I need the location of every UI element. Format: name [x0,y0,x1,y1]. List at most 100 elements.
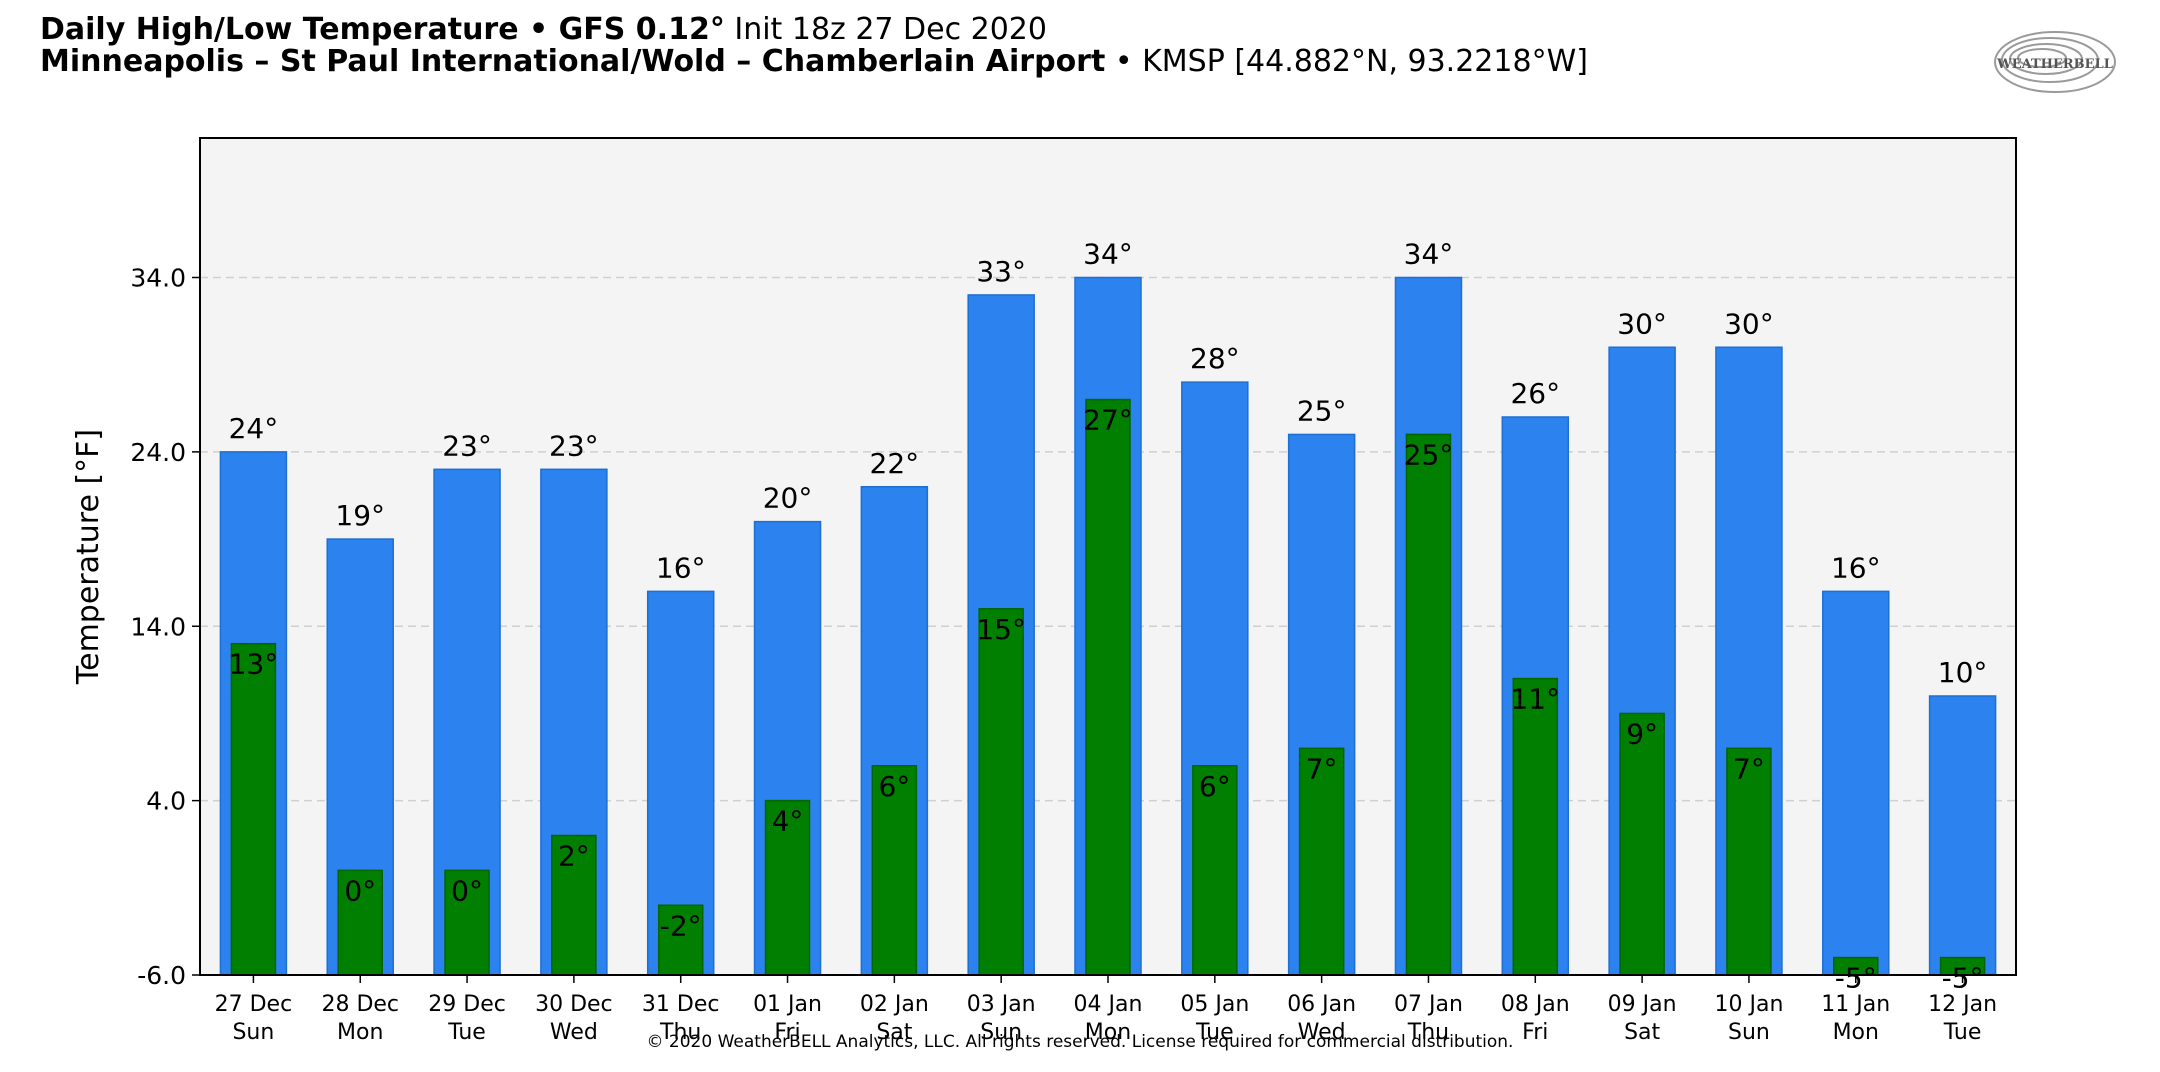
high-value-label: 23° [442,429,492,462]
low-value-label: 27° [1083,404,1133,437]
weatherbell-logo: WEATHERBELL [1994,31,2116,93]
low-bar [657,904,704,976]
low-value-label: 7° [1733,752,1765,785]
init-time: Init 18z 27 Dec 2020 [724,12,1047,47]
low-value-label: 0° [344,874,376,907]
x-tick-label-day: Sun [232,1020,274,1045]
chart-title: Daily High/Low Temperature • GFS 0.12° [40,12,725,47]
x-tick-label-date: 06 Jan [1287,992,1356,1017]
x-tick-label-date: 10 Jan [1714,992,1783,1017]
x-tick-label-date: 07 Jan [1394,992,1463,1017]
y-tick-label: 4.0 [146,787,186,816]
high-value-label: 22° [870,447,920,480]
x-tick-label-day: Mon [1085,1020,1131,1045]
x-tick-label-day: Sun [980,1020,1022,1045]
high-value-label: 20° [763,482,813,515]
high-value-label: 34° [1404,238,1454,271]
x-tick-label-date: 01 Jan [753,992,822,1017]
station-coords: • KMSP [44.882°N, 93.2218°W] [1105,44,1588,79]
x-tick-label-date: 08 Jan [1501,992,1570,1017]
low-bar [1512,677,1559,976]
x-tick-label-date: 05 Jan [1180,992,1249,1017]
x-tick-label-date: 28 Dec [321,992,399,1017]
low-bar [1405,433,1452,976]
low-bar [444,869,490,976]
low-value-label: 7° [1306,752,1338,785]
low-value-label: 13° [229,648,279,681]
plot-frame [199,137,2017,976]
x-tick-label-day: Fri [1522,1020,1548,1045]
x-tick-label-day: Tue [1943,1020,1982,1045]
high-value-label: 30° [1617,307,1667,340]
high-bar [1822,590,1890,976]
high-value-label: 23° [549,429,599,462]
logo-text: WEATHERBELL [1996,57,2113,72]
low-bar [1085,398,1131,976]
low-bar [1298,747,1345,976]
x-tick-label-date: 11 Jan [1821,992,1890,1017]
copyright-notice: © 2020 WeatherBELL Analytics, LLC. All r… [646,1032,1514,1052]
y-tick-label: -6.0 [137,961,186,990]
x-tick-label-day: Thu [659,1020,701,1045]
x-tick-label-date: 02 Jan [860,992,929,1017]
low-bar [978,608,1024,976]
low-bar [1726,747,1772,976]
x-tick-label-day: Sat [1624,1020,1660,1045]
low-bar [871,765,918,976]
low-bar [1192,765,1238,976]
x-tick-label-day: Mon [1833,1020,1879,1045]
header-line-1: Daily High/Low Temperature • GFS 0.12° I… [40,14,1588,46]
y-tick-label: 14.0 [130,612,186,641]
chart-header: Daily High/Low Temperature • GFS 0.12° I… [40,14,1588,78]
x-tick-label-date: 31 Dec [642,992,720,1017]
x-tick-label-date: 04 Jan [1074,992,1143,1017]
y-axis-label: Temperature [°F] [71,429,106,685]
high-value-label: 24° [229,412,279,445]
low-value-label: 0° [451,874,483,907]
x-tick-label-date: 27 Dec [215,992,293,1017]
high-value-label: 33° [976,255,1026,288]
x-tick-label-date: 29 Dec [428,992,506,1017]
x-tick-label-date: 09 Jan [1608,992,1677,1017]
low-value-label: 25° [1404,438,1454,471]
low-bar [551,834,597,976]
high-value-label: 16° [1831,551,1881,584]
low-bar [337,869,383,976]
x-tick-label-date: 03 Jan [967,992,1036,1017]
x-tick-label-day: Wed [1298,1020,1346,1045]
high-value-label: 16° [656,551,706,584]
x-tick-label-date: 30 Dec [535,992,613,1017]
low-value-label: 9° [1626,717,1658,750]
low-value-label: 2° [558,840,590,873]
y-tick-label: 34.0 [130,264,186,293]
low-value-label: 11° [1510,683,1560,716]
high-bar [1928,695,1997,976]
station-name: Minneapolis – St Paul International/Wold… [40,44,1106,79]
low-bar [1619,712,1665,976]
x-tick-label-day: Mon [337,1020,383,1045]
x-tick-label-date: 12 Jan [1928,992,1997,1017]
low-value-label: 6° [878,770,910,803]
x-tick-label-day: Fri [774,1020,800,1045]
low-bar [230,642,277,976]
high-value-label: 26° [1510,377,1560,410]
high-value-label: 28° [1190,342,1240,375]
low-value-label: 6° [1199,770,1231,803]
header-line-2: Minneapolis – St Paul International/Wold… [40,46,1588,78]
x-tick-label-day: Sun [1728,1020,1770,1045]
x-tick-label-day: Sat [876,1020,912,1045]
low-bar [764,799,811,976]
high-value-label: 34° [1083,238,1133,271]
high-value-label: 10° [1938,656,1988,689]
y-tick-label: 24.0 [130,438,186,467]
x-tick-label-day: Tue [447,1020,486,1045]
low-value-label: 15° [976,613,1026,646]
x-tick-label-day: Tue [1195,1020,1234,1045]
high-value-label: 30° [1724,307,1774,340]
high-value-label: 19° [335,499,385,532]
x-tick-label-day: Thu [1407,1020,1449,1045]
low-value-label: 4° [772,805,804,838]
high-value-label: 25° [1297,394,1347,427]
low-value-label: -2° [660,909,702,942]
